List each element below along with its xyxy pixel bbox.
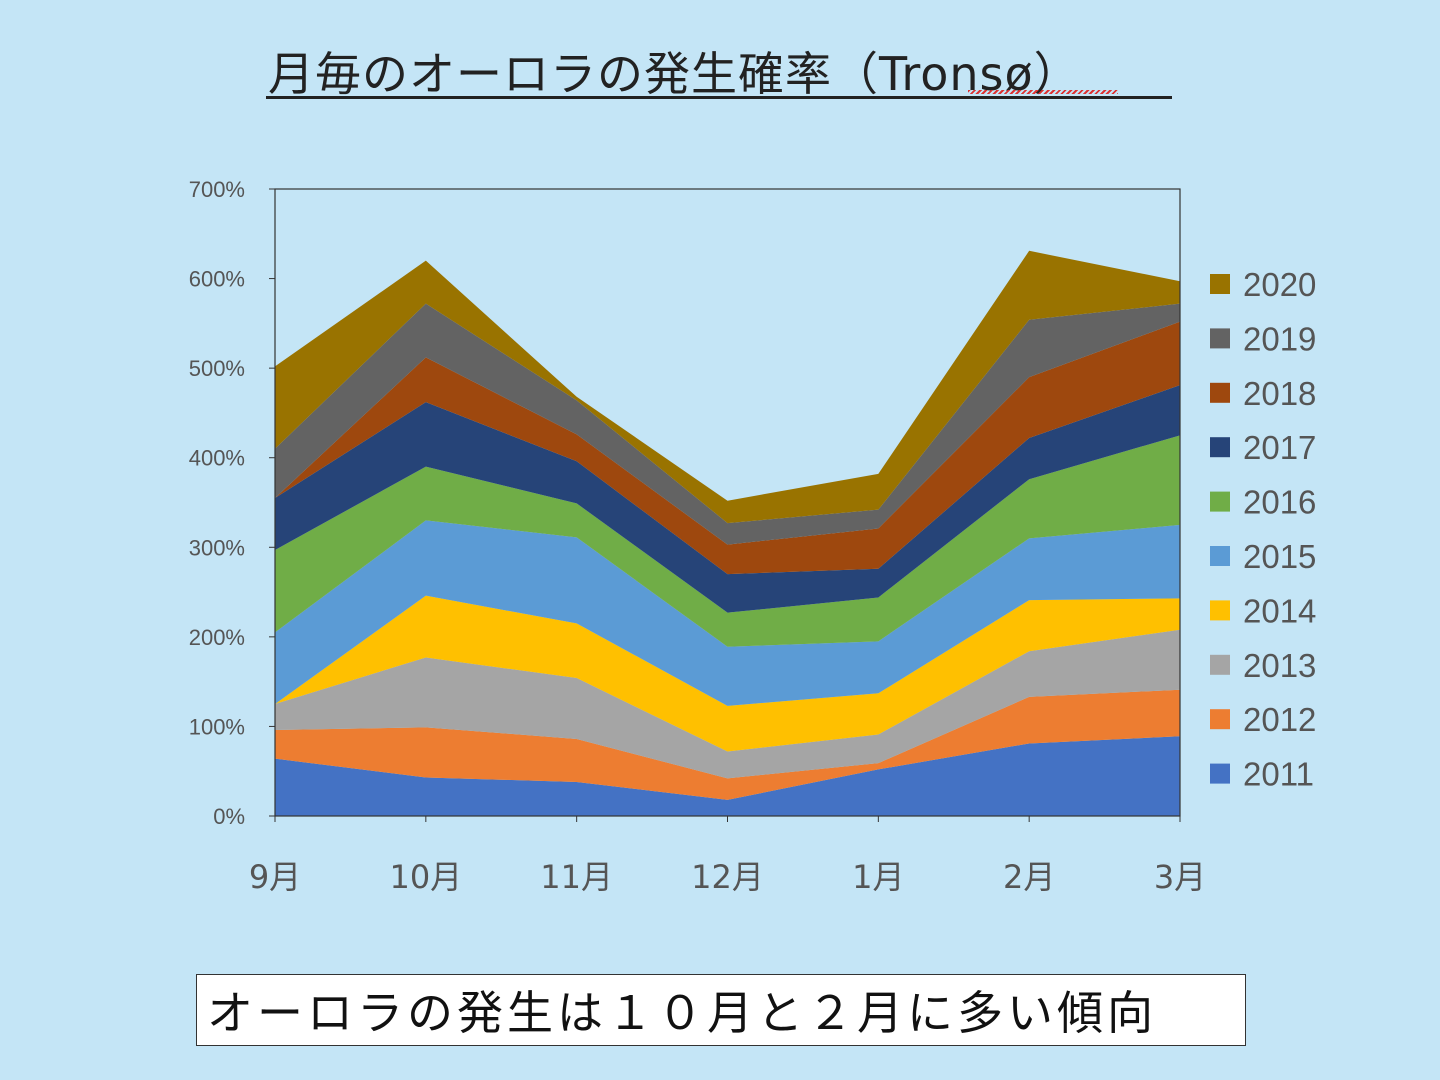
legend-item-2012: 2012 (1210, 701, 1316, 738)
caption-text: オーロラの発生は１０月と２月に多い傾向 (207, 986, 1157, 1040)
legend-label: 2016 (1243, 484, 1316, 521)
x-tick-label: 2月 (1003, 858, 1055, 896)
legend: 2020 2019 2018 2017 2016 2015 2014 2013 2012 2011 (1210, 266, 1316, 793)
legend-label: 2019 (1243, 320, 1316, 357)
x-tick-label: 10月 (389, 858, 462, 896)
area-series-2014 (275, 595, 1180, 752)
x-tick-label: 1月 (852, 858, 904, 896)
legend-item-2013: 2013 (1210, 647, 1316, 684)
legend-swatch (1210, 600, 1230, 621)
x-tick-label: 12月 (691, 858, 764, 896)
legend-item-2018: 2018 (1210, 375, 1316, 412)
y-tick-label: 500% (189, 356, 245, 381)
legend-item-2017: 2017 (1210, 429, 1316, 466)
x-tick-label: 11月 (540, 858, 613, 896)
legend-item-2011: 2011 (1210, 756, 1314, 793)
legend-swatch (1210, 654, 1230, 675)
legend-item-2014: 2014 (1210, 592, 1316, 629)
legend-label: 2015 (1243, 538, 1316, 575)
legend-swatch (1210, 382, 1230, 403)
legend-item-2015: 2015 (1210, 538, 1316, 575)
legend-label: 2020 (1243, 266, 1316, 303)
legend-item-2020: 2020 (1210, 266, 1316, 303)
y-tick-label: 400% (189, 446, 245, 471)
legend-swatch (1210, 274, 1230, 294)
y-tick-label: 700% (189, 177, 245, 202)
y-tick-label: 0% (213, 804, 245, 829)
area-series-2018 (275, 321, 1180, 575)
y-tick-label: 100% (189, 714, 245, 739)
caption-box: オーロラの発生は１０月と２月に多い傾向 (196, 974, 1246, 1046)
y-tick-label: 300% (189, 535, 245, 560)
legend-swatch (1210, 491, 1230, 512)
legend-swatch (1210, 763, 1230, 784)
area-series-2015 (275, 520, 1180, 706)
area-series-layer (275, 250, 1180, 816)
spellcheck-squiggle (968, 90, 1118, 94)
legend-label: 2013 (1243, 647, 1316, 684)
area-series-2017 (275, 385, 1180, 613)
legend-item-2016: 2016 (1210, 484, 1316, 521)
area-series-2012 (275, 689, 1180, 800)
area-series-2020 (275, 250, 1180, 524)
legend-swatch (1210, 709, 1230, 730)
area-series-2011 (275, 736, 1180, 816)
legend-label: 2018 (1243, 375, 1316, 412)
axes-layer: 0% 100% 200% 300% 400% 500% 600% 700% 9月 10月 11月 12… (189, 177, 1206, 896)
legend-item-2019: 2019 (1210, 320, 1316, 357)
legend-label: 2011 (1243, 756, 1314, 793)
y-tick-label: 200% (189, 625, 245, 650)
legend-swatch (1210, 437, 1230, 458)
slide-title: 月毎のオーロラの発生確率（Tronsø） (268, 47, 1081, 101)
legend-label: 2014 (1243, 592, 1316, 629)
title-underline (266, 96, 1172, 99)
area-series-2016 (275, 435, 1180, 647)
legend-label: 2012 (1243, 701, 1316, 738)
legend-swatch (1210, 328, 1230, 349)
legend-label: 2017 (1243, 429, 1316, 466)
area-series-2019 (275, 303, 1180, 545)
x-tick-label: 9月 (249, 858, 301, 896)
legend-swatch (1210, 546, 1230, 566)
y-tick-label: 600% (189, 267, 245, 292)
x-tick-label: 3月 (1154, 858, 1206, 896)
area-series-2013 (275, 629, 1180, 779)
